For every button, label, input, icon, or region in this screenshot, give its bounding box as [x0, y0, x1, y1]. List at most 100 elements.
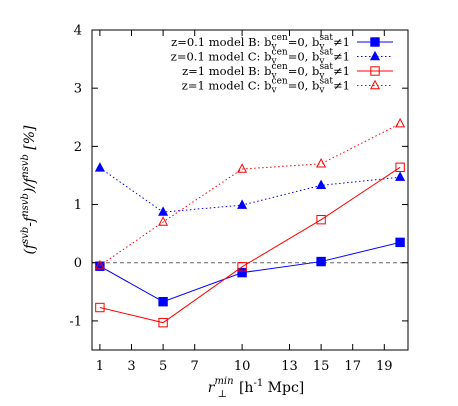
data-point	[369, 79, 381, 90]
legend-label-part: z=0.1 model B: b	[171, 35, 271, 49]
legend-label-part: =0, b	[288, 35, 320, 49]
legend: z=0.1 model B: bvcen=0, bvsat≠1z=0.1 mod…	[171, 33, 393, 96]
y-axis-label-part: nsvb	[20, 154, 31, 178]
series-line	[99, 123, 401, 267]
data-point	[95, 302, 105, 313]
legend-label-part: cen	[272, 48, 288, 58]
legend-label-part: z=1 model C: b	[182, 79, 272, 93]
y-tick-label: -1	[69, 314, 82, 329]
x-tick-label: 3	[127, 359, 135, 374]
data-point	[316, 256, 326, 267]
data-point	[237, 199, 248, 209]
legend-label-part: sat	[319, 62, 333, 72]
legend-label-part: =0, b	[288, 79, 320, 93]
x-axis-label-text: rmin ⊥ [h-1 Mpc]	[208, 376, 305, 400]
legend-label-part: ≠1	[333, 79, 350, 93]
x-tick-label: 7	[191, 359, 199, 374]
data-point	[395, 117, 406, 128]
x-axis-label: rmin ⊥ [h-1 Mpc]	[208, 376, 305, 400]
x-tick-label: 19	[376, 359, 393, 374]
data-point	[158, 206, 169, 216]
x-axis-label-part: ⊥	[218, 389, 227, 400]
legend-label-part: v	[270, 57, 277, 67]
series-line	[99, 166, 401, 324]
data-point	[370, 37, 380, 47]
legend-label: z=1 model B: bvcen=0, bvsat≠1	[182, 62, 350, 81]
plot-frame	[91, 29, 409, 351]
data-point	[94, 162, 105, 172]
data-point	[158, 216, 169, 226]
legend-label-part: v	[318, 42, 325, 52]
data-point	[395, 237, 405, 248]
y-axis-label-part: [%]	[22, 125, 38, 154]
legend-label-part: v	[270, 42, 277, 52]
data-point	[158, 297, 168, 307]
y-axis-label: (fsvb-fnsvb)/fnsvb [%]	[20, 125, 38, 255]
data-point	[95, 261, 105, 271]
legend-label: z=0.1 model C: bvcen=0, bvsat≠1	[171, 48, 350, 67]
series-1	[95, 237, 405, 307]
data-point	[237, 262, 247, 272]
legend-label-part: z=1 model B: b	[182, 64, 271, 78]
data-point	[370, 66, 380, 76]
data-point	[369, 50, 381, 61]
series-line	[99, 167, 401, 213]
legend-label-part: ≠1	[333, 64, 350, 78]
legend-label-part: sat	[319, 77, 333, 87]
y-tick-label: 0	[74, 256, 82, 271]
x-axis-label-part: -1	[253, 378, 263, 389]
y-axis-label-part: nsvb	[20, 193, 31, 217]
x-axis-label-part: [h	[239, 380, 253, 396]
x-tick-label: 1	[96, 359, 104, 374]
legend-label-part: ≠1	[333, 35, 350, 49]
legend-entry: z=0.1 model B: bvcen=0, bvsat≠1	[171, 33, 393, 52]
data-point	[316, 158, 327, 168]
y-axis-label-text: (fsvb-fnsvb)/fnsvb [%]	[20, 125, 38, 255]
legend-label-part: sat	[319, 48, 333, 58]
legend-label-part: =0, b	[288, 64, 320, 78]
y-tick-label: 2	[74, 140, 82, 155]
legend-label-part: cen	[272, 33, 288, 43]
y-tick-label: 3	[74, 82, 82, 97]
x-tick-label: 15	[313, 359, 330, 374]
legend-label-part: =0, b	[288, 50, 320, 64]
legend-label: z=0.1 model B: bvcen=0, bvsat≠1	[171, 33, 350, 52]
data-point	[316, 179, 327, 190]
legend-label-part: v	[318, 57, 325, 67]
x-axis-label-part: Mpc]	[263, 380, 304, 396]
data-point	[158, 317, 168, 328]
data-point	[316, 214, 326, 225]
series-2	[94, 162, 406, 216]
legend-label-part: v	[270, 86, 277, 96]
legend-label-part: v	[318, 86, 325, 96]
x-axis-label-part: r	[208, 380, 216, 396]
legend-entry: z=0.1 model C: bvcen=0, bvsat≠1	[171, 48, 393, 67]
legend-label-part: z=0.1 model C: b	[171, 50, 272, 64]
series-3	[95, 162, 405, 328]
data-point	[237, 163, 248, 173]
y-axis-label-part: -f	[22, 214, 38, 227]
data-point	[94, 259, 105, 270]
y-axis-label-part: svb	[20, 227, 31, 244]
x-tick-label: 10	[234, 359, 251, 374]
series-4	[94, 117, 406, 270]
series-line	[99, 241, 401, 303]
legend-entry: z=1 model C: bvcen=0, bvsat≠1	[182, 77, 393, 96]
x-axis-label-part: min	[214, 376, 233, 387]
legend-label-part: v	[270, 71, 277, 81]
x-tick-label: 5	[159, 359, 167, 374]
legend-label-part: cen	[272, 62, 288, 72]
x-tick-label: 17	[344, 359, 361, 374]
legend-label-part: cen	[272, 77, 288, 87]
y-axis-label-part: (f	[22, 241, 38, 254]
y-tick-label: 1	[74, 198, 82, 213]
legend-entry: z=1 model B: bvcen=0, bvsat≠1	[182, 62, 393, 81]
legend-label-part: v	[318, 71, 325, 81]
legend-label-part: ≠1	[333, 50, 350, 64]
legend-label-part: sat	[319, 33, 333, 43]
data-point	[395, 162, 405, 173]
data-point	[395, 171, 406, 181]
legend-label: z=1 model C: bvcen=0, bvsat≠1	[182, 77, 350, 96]
